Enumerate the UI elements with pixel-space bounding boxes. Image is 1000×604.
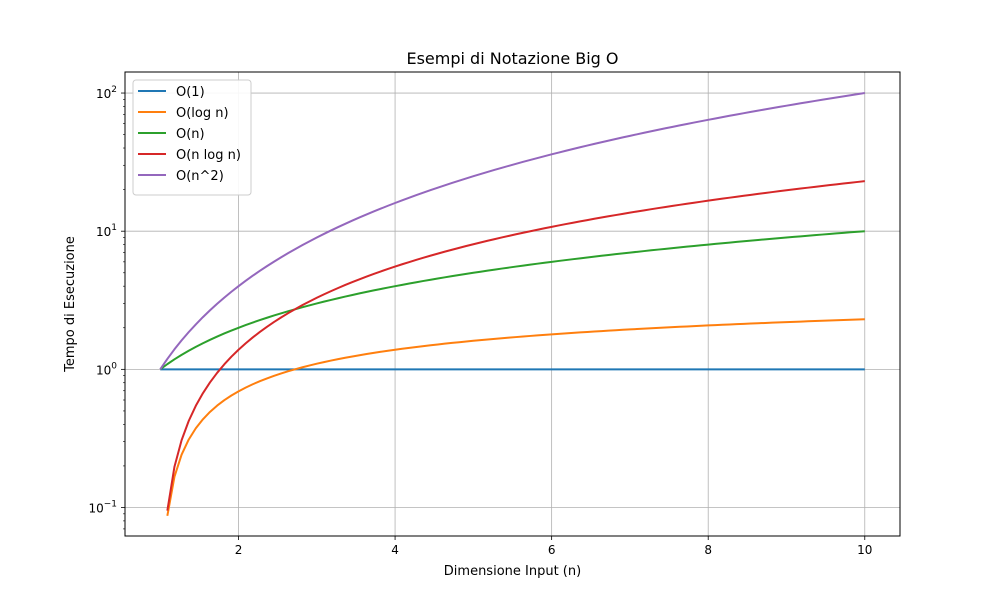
y-tick-exponent: −1 xyxy=(104,500,117,510)
x-tick-label: 6 xyxy=(548,543,556,557)
series-line xyxy=(166,318,865,517)
legend-label: O(n^2) xyxy=(176,169,224,184)
y-tick-exponent: 0 xyxy=(111,361,117,371)
y-tick-exponent: 1 xyxy=(111,223,117,233)
legend-label: O(log n) xyxy=(176,106,229,121)
x-tick-label: 2 xyxy=(235,543,243,557)
y-tick-base: 10 xyxy=(96,225,111,239)
y-tick-base: 10 xyxy=(96,87,111,101)
y-tick-label: 102 xyxy=(96,85,117,101)
series-line xyxy=(159,92,865,370)
x-tick-label: 10 xyxy=(857,543,872,557)
y-tick-base: 10 xyxy=(96,363,111,377)
y-tick-label: 10−1 xyxy=(88,500,117,516)
y-axis-label: Tempo di Esecuzione xyxy=(63,236,78,373)
series-line xyxy=(166,180,865,511)
y-tick-exponent: 2 xyxy=(111,85,117,95)
chart-title: Esempi di Notazione Big O xyxy=(406,49,618,68)
legend: O(1) O(log n) O(n) O(n log n) O(n^2) xyxy=(132,79,252,196)
plot-frame xyxy=(124,71,901,537)
y-tick-label: 100 xyxy=(96,361,117,377)
x-axis-label: Dimensione Input (n) xyxy=(444,564,581,579)
y-tick-label: 101 xyxy=(96,223,117,239)
series-line xyxy=(159,230,865,371)
legend-label: O(n log n) xyxy=(176,148,241,163)
legend-label: O(n) xyxy=(176,127,205,142)
x-tick-label: 8 xyxy=(704,543,712,557)
series-group xyxy=(159,92,865,517)
y-tick-base: 10 xyxy=(88,502,103,516)
x-tick-label: 4 xyxy=(391,543,399,557)
legend-box xyxy=(132,79,252,196)
legend-label: O(1) xyxy=(176,85,205,100)
